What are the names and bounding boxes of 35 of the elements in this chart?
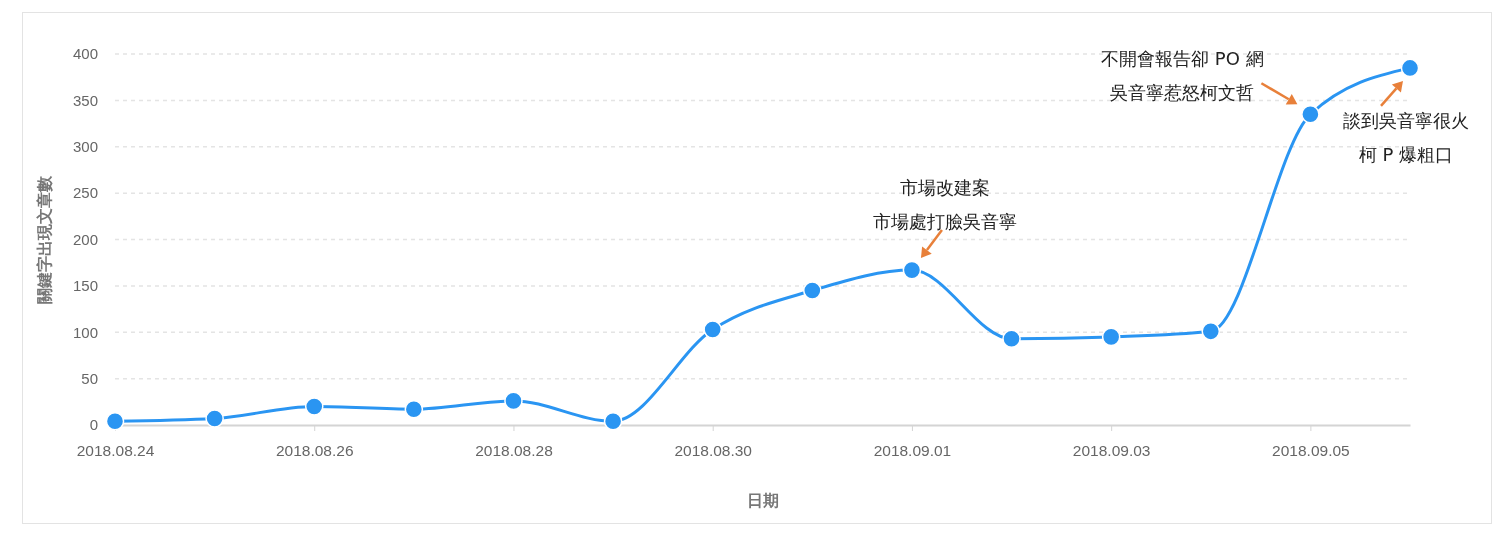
point bbox=[603, 412, 623, 431]
point bbox=[1002, 329, 1021, 349]
x-tick-label: 2018.08.24 bbox=[76, 442, 155, 460]
y-tick-label: 250 bbox=[72, 184, 98, 202]
x-tick-label: 2018.08.28 bbox=[475, 442, 553, 460]
y-tick-label: 400 bbox=[72, 45, 98, 63]
y-axis-title: 關鍵字出現文章數 bbox=[35, 174, 54, 304]
point bbox=[703, 320, 722, 339]
point bbox=[304, 397, 324, 416]
x-tick-label: 2018.09.01 bbox=[873, 442, 952, 460]
y-tick-label: 50 bbox=[81, 369, 98, 387]
annotation: 不開會報告卻 PO 網吳音寧惹怒柯文哲 bbox=[1101, 47, 1264, 103]
point bbox=[803, 281, 822, 300]
x-tick-label: 2018.09.03 bbox=[1072, 442, 1151, 460]
point bbox=[105, 412, 125, 431]
point bbox=[205, 409, 224, 428]
point bbox=[902, 260, 922, 280]
y-tick-label: 150 bbox=[72, 277, 98, 295]
y-tick-label: 0 bbox=[89, 416, 98, 434]
y-tick-label: 350 bbox=[72, 91, 98, 109]
x-tick-label: 2018.09.05 bbox=[1272, 442, 1350, 460]
point bbox=[1201, 322, 1221, 341]
point bbox=[1301, 105, 1320, 124]
y-tick-label: 100 bbox=[72, 323, 98, 341]
point bbox=[1400, 58, 1420, 78]
x-axis-title: 日期 bbox=[746, 491, 779, 510]
x-tick-label: 2018.08.30 bbox=[674, 442, 753, 460]
point bbox=[1101, 327, 1121, 347]
y-tick-label: 300 bbox=[72, 138, 98, 156]
point bbox=[504, 391, 523, 411]
annotation: 市場改建案市場處打臉吳音寧 bbox=[872, 177, 1017, 233]
x-tick-label: 2018.08.26 bbox=[275, 442, 354, 460]
y-tick-label: 200 bbox=[72, 230, 98, 248]
point bbox=[404, 399, 424, 419]
annotation: 談到吳音寧很火柯 P 爆粗口 bbox=[1343, 110, 1469, 166]
